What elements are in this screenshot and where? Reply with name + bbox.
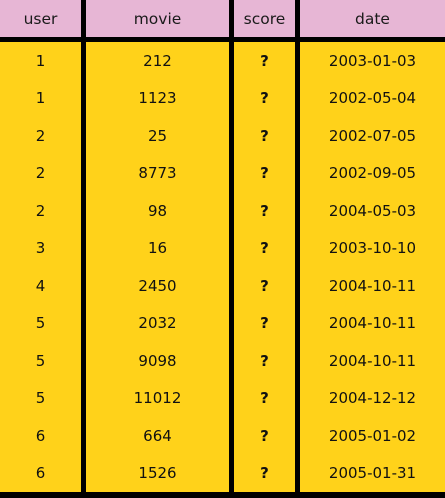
user-cell: 3 (0, 229, 81, 267)
table-row: 1 212? 2003-01-03 (0, 42, 445, 80)
score-cell: ? (234, 117, 295, 155)
date-cell: 2005-01-31 (300, 454, 445, 492)
score-cell: ? (234, 42, 295, 80)
user-cell: 2 (0, 117, 81, 155)
movie-cell: 2450 (86, 267, 229, 305)
table-row: 5 9098? 2004-10-11 (0, 342, 445, 380)
date-cell: 2004-05-03 (300, 192, 445, 230)
table-row: 3 16? 2003-10-10 (0, 229, 445, 267)
user-cell: 4 (0, 267, 81, 305)
movie-cell: 8773 (86, 154, 229, 192)
date-cell: 2003-01-03 (300, 42, 445, 80)
movie-cell: 2032 (86, 304, 229, 342)
date-cell: 2002-05-04 (300, 79, 445, 117)
score-cell: ? (234, 454, 295, 492)
table-body: 1 212? 2003-01-03 1 1123? 2002-05-04 2 25? 2002-… (0, 42, 445, 492)
score-cell: ? (234, 154, 295, 192)
table-row: 5 11012? 2004-12-12 (0, 379, 445, 417)
movie-cell: 1123 (86, 79, 229, 117)
movie-cell: 98 (86, 192, 229, 230)
user-cell: 1 (0, 79, 81, 117)
score-cell: ? (234, 379, 295, 417)
column-header-user: user (0, 0, 81, 37)
score-cell: ? (234, 229, 295, 267)
date-cell: 2004-10-11 (300, 304, 445, 342)
date-cell: 2004-10-11 (300, 267, 445, 305)
user-cell: 5 (0, 304, 81, 342)
table-row: 2 98? 2004-05-03 (0, 192, 445, 230)
movie-cell: 212 (86, 42, 229, 80)
user-cell: 1 (0, 42, 81, 80)
score-cell: ? (234, 79, 295, 117)
column-header-score: score (234, 0, 295, 37)
score-cell: ? (234, 417, 295, 455)
table-row: 5 2032? 2004-10-11 (0, 304, 445, 342)
score-cell: ? (234, 267, 295, 305)
movie-cell: 9098 (86, 342, 229, 380)
user-cell: 2 (0, 154, 81, 192)
user-cell: 6 (0, 417, 81, 455)
date-cell: 2004-10-11 (300, 342, 445, 380)
date-cell: 2005-01-02 (300, 417, 445, 455)
movie-cell: 11012 (86, 379, 229, 417)
column-header-date: date (300, 0, 445, 37)
date-cell: 2003-10-10 (300, 229, 445, 267)
movie-cell: 25 (86, 117, 229, 155)
movie-cell: 16 (86, 229, 229, 267)
date-cell: 2002-07-05 (300, 117, 445, 155)
table-row: 2 25? 2002-07-05 (0, 117, 445, 155)
table-header-row: user movie score date (0, 0, 445, 37)
table-row: 2 8773? 2002-09-05 (0, 154, 445, 192)
table-row: 6 1526? 2005-01-31 (0, 454, 445, 492)
table-row: 1 1123? 2002-05-04 (0, 79, 445, 117)
user-cell: 2 (0, 192, 81, 230)
score-cell: ? (234, 342, 295, 380)
table-row: 4 2450? 2004-10-11 (0, 267, 445, 305)
movie-cell: 1526 (86, 454, 229, 492)
score-cell: ? (234, 192, 295, 230)
column-header-movie: movie (86, 0, 229, 37)
movie-cell: 664 (86, 417, 229, 455)
user-cell: 5 (0, 342, 81, 380)
table-row: 6 664? 2005-01-02 (0, 417, 445, 455)
user-cell: 6 (0, 454, 81, 492)
user-cell: 5 (0, 379, 81, 417)
date-cell: 2002-09-05 (300, 154, 445, 192)
date-cell: 2004-12-12 (300, 379, 445, 417)
score-cell: ? (234, 304, 295, 342)
